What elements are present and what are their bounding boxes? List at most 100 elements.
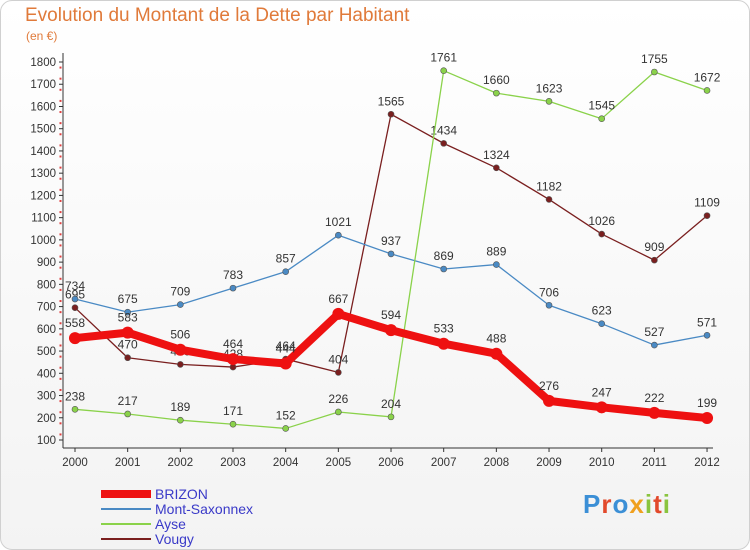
chart-title: Evolution du Montant de la Dette par Hab… xyxy=(25,5,410,26)
data-point-vougy xyxy=(177,361,184,368)
data-label-ayse: 1623 xyxy=(536,81,563,95)
x-tick-label: 2009 xyxy=(536,457,562,469)
y-minor-dot xyxy=(59,222,62,225)
x-tick-label: 2004 xyxy=(273,457,299,469)
y-tick-label: 1100 xyxy=(31,213,56,225)
data-label-brizon: 199 xyxy=(697,396,717,410)
data-point-brizon xyxy=(648,406,661,419)
data-label-brizon: 488 xyxy=(486,332,506,346)
data-label-vougy: 464 xyxy=(276,339,296,353)
proxiti-logo: Proxiti xyxy=(583,489,671,520)
y-minor-dot xyxy=(59,277,62,280)
data-label-mont-saxonnex: 675 xyxy=(118,292,138,306)
data-point-ayse xyxy=(598,115,606,122)
data-point-vougy xyxy=(124,354,131,362)
data-label-ayse: 1755 xyxy=(641,52,668,66)
y-minor-dot xyxy=(59,422,62,425)
data-point-vougy xyxy=(387,110,395,118)
y-tick-label: 800 xyxy=(37,279,56,291)
y-minor-dot xyxy=(59,355,62,358)
data-point-ayse xyxy=(440,67,447,74)
y-minor-dot xyxy=(59,344,62,347)
data-label-ayse: 1660 xyxy=(483,73,510,87)
data-point-mont-saxonnex xyxy=(493,261,500,268)
x-tick-label: 2001 xyxy=(115,457,141,469)
y-minor-dot xyxy=(59,288,62,291)
data-point-ayse xyxy=(282,425,289,432)
data-point-brizon xyxy=(174,343,187,356)
y-minor-dot xyxy=(59,111,62,114)
data-label-vougy: 1182 xyxy=(536,179,562,193)
legend-label: BRIZON xyxy=(155,486,208,502)
data-label-vougy: 909 xyxy=(644,240,664,254)
legend-swatch xyxy=(101,523,151,525)
data-point-mont-saxonnex xyxy=(545,301,553,309)
y-tick-label: 300 xyxy=(37,391,56,403)
data-point-ayse xyxy=(493,89,500,97)
data-point-vougy xyxy=(651,256,658,264)
y-tick-label: 1500 xyxy=(30,124,56,136)
data-label-brizon: 594 xyxy=(381,308,401,322)
y-minor-dot xyxy=(59,177,62,180)
data-label-ayse: 1545 xyxy=(588,99,615,113)
y-tick-label: 1300 xyxy=(30,168,56,180)
data-label-ayse: 171 xyxy=(223,404,243,418)
x-tick-label: 2012 xyxy=(694,457,720,469)
data-point-brizon xyxy=(543,394,556,407)
legend-label: Mont-Saxonnex xyxy=(155,501,254,517)
data-point-mont-saxonnex xyxy=(124,308,131,316)
y-minor-dot xyxy=(59,155,62,158)
data-point-mont-saxonnex xyxy=(282,268,289,275)
data-label-vougy: 1434 xyxy=(430,123,457,137)
data-point-mont-saxonnex xyxy=(651,341,658,349)
y-tick-label: 200 xyxy=(37,413,56,425)
y-minor-dot xyxy=(59,377,62,380)
x-tick-label: 2011 xyxy=(642,457,667,469)
data-label-brizon: 533 xyxy=(434,322,454,336)
y-minor-dot xyxy=(59,233,62,236)
y-minor-dot xyxy=(59,366,62,369)
data-label-brizon: 667 xyxy=(328,292,348,306)
data-point-ayse xyxy=(545,98,553,105)
y-tick-label: 1200 xyxy=(30,190,56,202)
data-point-brizon xyxy=(279,357,292,370)
data-label-ayse: 217 xyxy=(118,394,138,408)
data-label-brizon: 222 xyxy=(644,391,664,405)
y-minor-dot xyxy=(59,88,62,91)
y-tick-label: 100 xyxy=(37,435,56,447)
data-label-ayse: 152 xyxy=(276,408,296,422)
data-label-mont-saxonnex: 937 xyxy=(381,234,401,248)
data-label-vougy: 695 xyxy=(65,288,85,302)
y-tick-label: 600 xyxy=(37,324,56,336)
y-tick-label: 1700 xyxy=(30,79,56,91)
data-label-vougy: 404 xyxy=(328,352,348,366)
data-point-mont-saxonnex xyxy=(71,295,79,303)
data-point-mont-saxonnex xyxy=(440,265,447,273)
y-minor-dot xyxy=(59,411,62,414)
data-label-mont-saxonnex: 734 xyxy=(65,279,85,293)
data-point-mont-saxonnex xyxy=(335,231,342,239)
y-minor-dot xyxy=(59,99,62,102)
y-minor-dot xyxy=(59,122,62,125)
y-minor-dot xyxy=(59,77,62,80)
x-tick-label: 2010 xyxy=(589,457,615,469)
logo-letter: r xyxy=(601,489,613,519)
data-point-mont-saxonnex xyxy=(229,284,237,292)
y-minor-dot xyxy=(59,144,62,147)
data-point-brizon xyxy=(385,324,398,337)
y-minor-dot xyxy=(59,266,62,269)
data-point-brizon xyxy=(701,411,714,424)
data-point-ayse xyxy=(387,413,395,421)
data-label-brizon: 247 xyxy=(592,385,612,399)
data-point-ayse xyxy=(124,410,131,418)
y-minor-dot xyxy=(59,322,62,325)
series-line-ayse xyxy=(74,70,708,430)
y-minor-dot xyxy=(59,211,62,214)
data-label-vougy: 1109 xyxy=(694,196,720,210)
data-label-ayse: 226 xyxy=(328,392,348,406)
x-tick-label: 2008 xyxy=(484,457,510,469)
data-point-ayse xyxy=(703,87,711,94)
y-tick-label: 1000 xyxy=(30,235,56,247)
data-label-brizon: 558 xyxy=(65,316,85,330)
